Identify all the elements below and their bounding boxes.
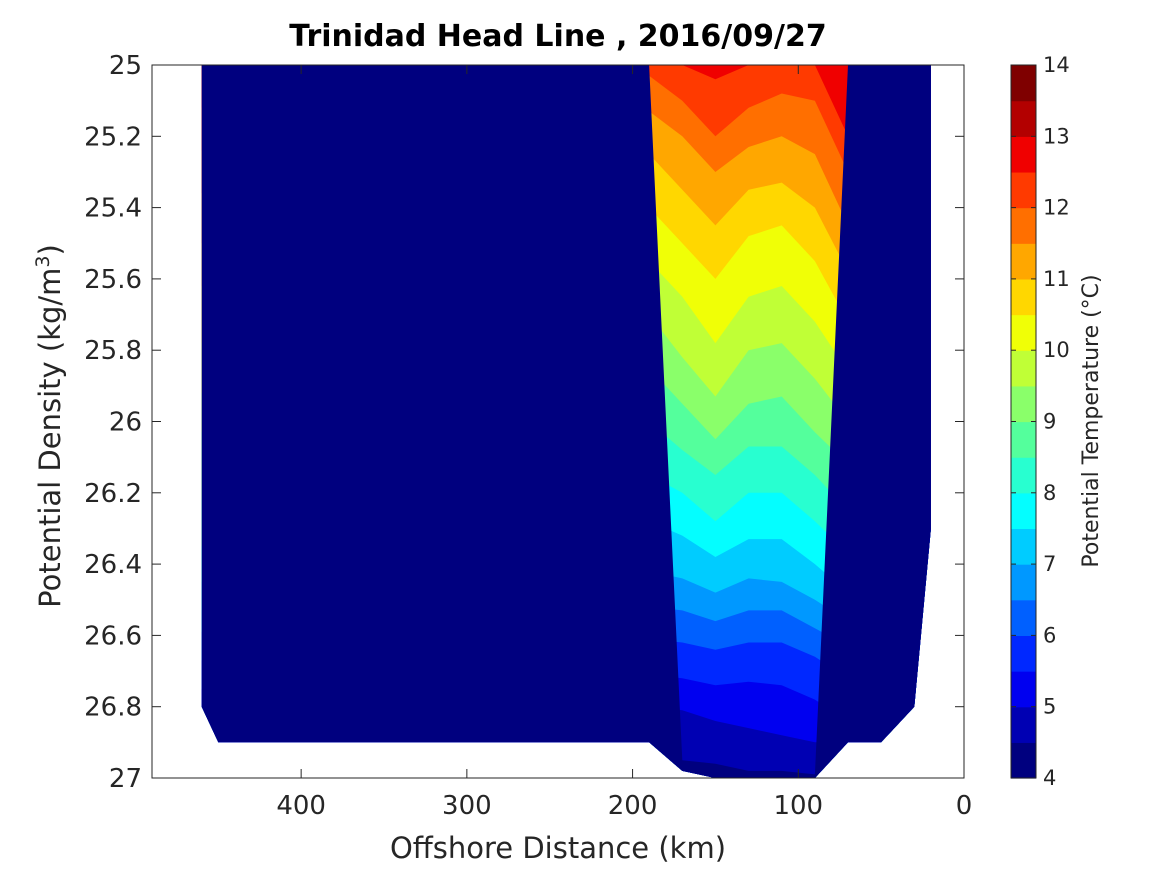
y-axis-label-close: ) [33, 244, 67, 255]
colorbar-tick-label: 7 [1043, 552, 1056, 576]
colorbar-tick-label: 9 [1043, 410, 1056, 434]
y-tick-label: 26.8 [84, 693, 142, 723]
colorbar-tick-label: 12 [1043, 196, 1070, 220]
y-tick-label: 25.4 [84, 194, 142, 224]
colorbar-swatch [1011, 100, 1036, 137]
y-tick-label: 26.4 [84, 550, 142, 580]
colorbar-swatch [1011, 706, 1036, 743]
colorbar-tick-label: 10 [1043, 338, 1070, 362]
y-axis-label: Potential Density (kg/m3) [32, 244, 67, 608]
y-tick-label: 25.6 [84, 265, 142, 295]
colorbar-tick-label: 8 [1043, 481, 1056, 505]
colorbar-swatch [1011, 136, 1036, 173]
colorbar-swatch [1011, 350, 1036, 387]
y-tick-label: 25.2 [84, 122, 142, 152]
y-axis-label-superscript: 3 [32, 255, 54, 267]
colorbar-tick-label: 13 [1043, 124, 1070, 148]
x-tick-label: 300 [442, 791, 492, 821]
colorbar-swatch [1011, 599, 1036, 636]
colorbar-swatch [1011, 207, 1036, 244]
colorbar-swatch [1011, 171, 1036, 209]
colorbar-swatch [1011, 385, 1036, 423]
x-axis-label: Offshore Distance (km) [390, 831, 726, 865]
y-tick-label: 26.6 [84, 621, 142, 651]
colorbar-label: Potential Temperature (°C) [1079, 274, 1104, 567]
y-axis-ticks: 25 25.2 25.4 25.6 25.8 26 26.2 26.4 26.6 26.8 27 [84, 51, 964, 794]
x-axis-ticks: 400 300 200 100 0 [276, 65, 972, 821]
y-tick-label: 26 [109, 408, 142, 438]
colorbar-swatch [1011, 421, 1036, 458]
y-tick-label: 25.8 [84, 336, 142, 366]
colorbar-tick-label: 11 [1043, 267, 1070, 291]
colorbar-swatch [1011, 457, 1036, 494]
colorbar-tick-label: 6 [1043, 623, 1056, 647]
colorbar-swatch [1011, 635, 1036, 672]
colorbar-swatch [1011, 492, 1036, 530]
colorbar-swatch [1011, 243, 1036, 280]
colorbar-tick-label: 5 [1043, 695, 1056, 719]
colorbar-swatch [1011, 65, 1036, 102]
colorbar [1011, 65, 1036, 779]
colorbar-tick-label: 4 [1043, 766, 1056, 790]
colorbar-tick-label: 14 [1043, 53, 1070, 77]
colorbar-swatch [1011, 528, 1036, 565]
x-tick-label: 100 [773, 791, 823, 821]
colorbar-swatch [1011, 742, 1036, 779]
colorbar-swatch [1011, 314, 1036, 351]
colorbar-swatch [1011, 278, 1036, 316]
x-tick-label: 200 [608, 791, 658, 821]
x-tick-label: 400 [276, 791, 326, 821]
y-tick-label: 27 [109, 764, 142, 794]
y-tick-label: 25 [109, 51, 142, 81]
temperature-band-4-5 [201, 65, 931, 778]
colorbar-ticks: 4 5 6 7 8 9 10 11 12 13 14 [1011, 53, 1070, 790]
y-axis-label-main: Potential Density (kg/m [33, 268, 67, 608]
y-tick-label: 26.2 [84, 479, 142, 509]
x-tick-label: 0 [956, 791, 973, 821]
contour-layer [201, 65, 931, 778]
chart-title: Trinidad Head Line , 2016/09/27 [289, 19, 826, 54]
colorbar-swatch [1011, 671, 1036, 708]
colorbar-swatch [1011, 564, 1036, 601]
